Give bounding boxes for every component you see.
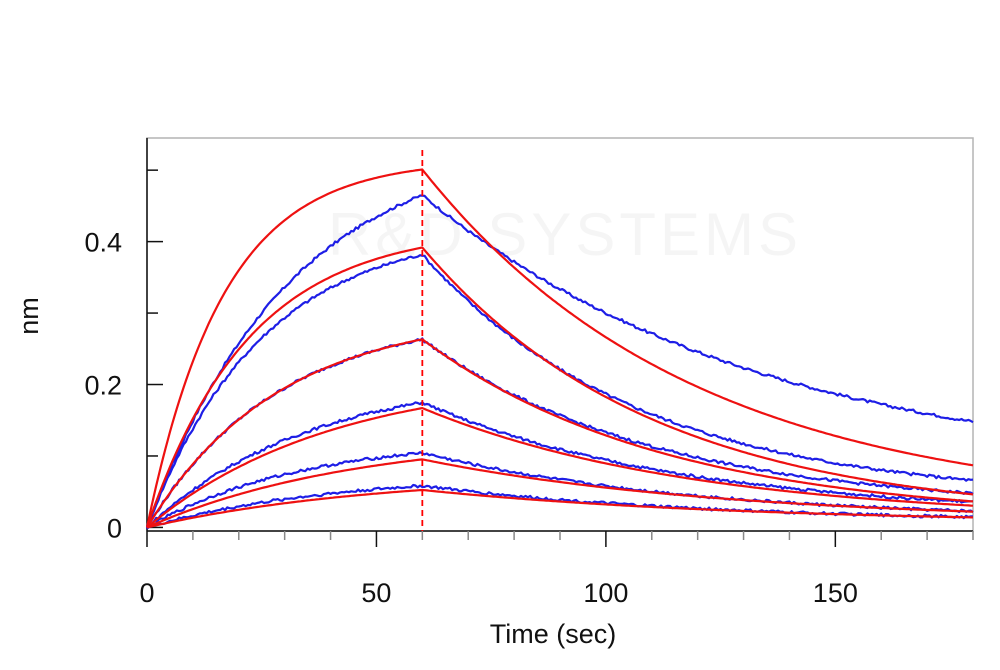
fit-curve-1 — [145, 168, 974, 528]
fit-curve-2 — [145, 246, 974, 528]
measured-curve-4 — [146, 401, 973, 528]
measured-curve-2 — [145, 254, 974, 529]
x-axis: 0 50 100 150 — [139, 530, 974, 608]
y-tick-label: 0 — [107, 513, 122, 543]
fit-curve-6 — [146, 488, 973, 529]
x-axis-title: Time (sec) — [490, 619, 617, 649]
y-tick-label: 0.4 — [84, 228, 122, 258]
fit-curve-3 — [146, 338, 974, 528]
x-tick-label: 0 — [139, 578, 154, 608]
y-axis-title: nm — [14, 297, 44, 335]
x-tick-label: 150 — [813, 578, 858, 608]
fit-curve-4 — [146, 407, 974, 529]
x-tick-label: 50 — [361, 578, 391, 608]
x-tick-label: 100 — [583, 578, 628, 608]
watermark-text: R&D SYSTEMS — [328, 201, 802, 268]
y-axis: 0 0.2 0.4 — [84, 138, 163, 543]
fit-curve-5 — [146, 458, 973, 529]
plot-area-frame — [146, 137, 974, 532]
measured-curve-3 — [146, 337, 974, 529]
measured-curve-1 — [145, 194, 974, 527]
y-tick-label: 0.2 — [84, 371, 122, 401]
series-layer — [145, 168, 974, 530]
